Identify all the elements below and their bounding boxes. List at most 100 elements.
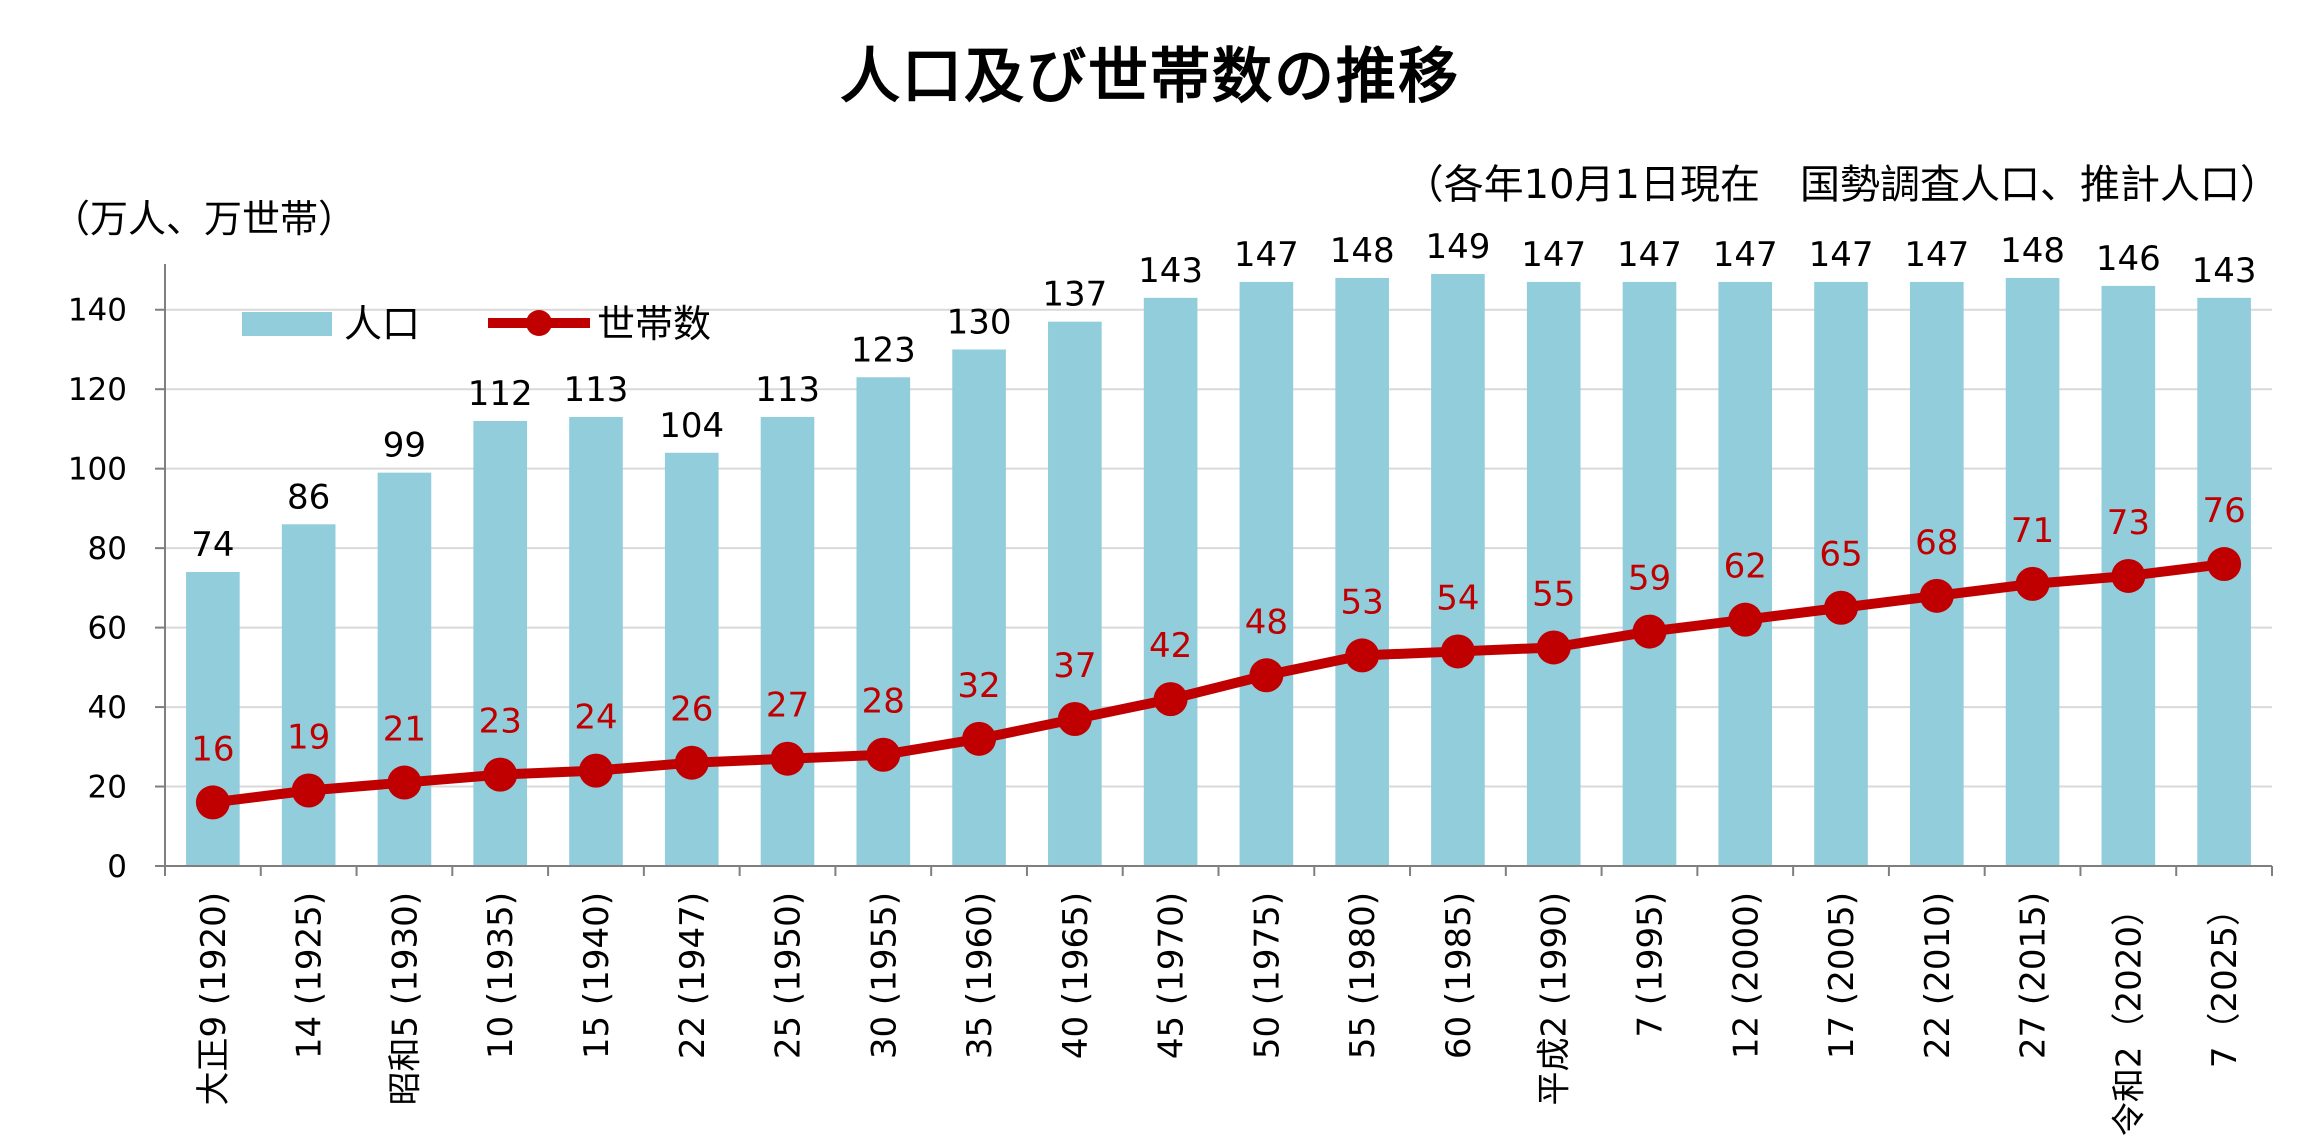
y-tick-label: 80: [88, 531, 127, 567]
x-category-label: 10 (1935): [481, 892, 521, 1059]
y-tick-label: 40: [88, 690, 127, 726]
legend-swatch-households-marker: [526, 310, 552, 336]
x-category-label: 45 (1970): [1152, 892, 1192, 1059]
household-value-label: 76: [2202, 491, 2245, 531]
population-bar: [1526, 281, 1581, 866]
household-value-label: 37: [1053, 646, 1096, 686]
population-value-label: 143: [1138, 251, 1203, 291]
population-value-label: 99: [383, 426, 426, 466]
y-tick-label: 20: [88, 770, 127, 806]
household-value-label: 27: [766, 686, 809, 726]
population-bar: [1335, 277, 1389, 866]
population-value-label: 148: [1330, 231, 1395, 271]
household-marker: [2015, 566, 2050, 601]
population-value-label: 143: [2192, 251, 2257, 291]
household-marker: [2111, 558, 2146, 593]
data-labels: 74 86 99 112 113 104 113 123 130 137 143 147 148 149 1…: [191, 227, 2256, 769]
population-value-label: 147: [1234, 235, 1299, 275]
population-bar: [1143, 297, 1198, 866]
household-value-label: 19: [287, 718, 330, 758]
household-value-label: 42: [1149, 626, 1192, 666]
population-value-label: 149: [1425, 227, 1490, 267]
x-category-label: 35 (1960): [960, 892, 1000, 1059]
x-category-label: 50 (1975): [1247, 892, 1287, 1059]
y-axis-unit-label: （万人、万世帯）: [52, 197, 357, 241]
population-value-label: 147: [1617, 235, 1682, 275]
population-value-label: 113: [564, 370, 629, 410]
household-value-label: 54: [1436, 578, 1479, 618]
x-category-label: 7 (1995): [1630, 892, 1670, 1038]
household-line: [195, 547, 2242, 820]
x-category-label: 22 (1947): [673, 892, 713, 1059]
population-value-label: 112: [468, 374, 533, 414]
y-tick-label: 0: [107, 849, 127, 885]
population-value-label: 130: [947, 302, 1012, 342]
x-category-label: 22 (2010): [1918, 892, 1958, 1059]
x-category-label: 14 (1925): [290, 892, 330, 1059]
y-tick-label: 120: [68, 372, 127, 408]
population-value-label: 113: [755, 370, 820, 410]
population-bar: [281, 524, 336, 866]
population-bar: [473, 420, 528, 866]
x-category-label: 令和2（2020）: [2109, 892, 2149, 1136]
household-value-label: 24: [574, 698, 617, 738]
household-marker: [195, 785, 230, 820]
household-marker: [1824, 590, 1859, 625]
chart-title: 人口及び世帯数の推移: [840, 42, 1460, 112]
household-marker: [2207, 547, 2242, 582]
y-tick-label: 60: [88, 611, 127, 647]
household-marker: [866, 737, 901, 772]
y-tick-label: 100: [68, 452, 127, 488]
population-bar: [1718, 281, 1773, 866]
household-marker: [674, 745, 709, 780]
legend-label-population: 人口: [344, 302, 420, 346]
x-category-label: 15 (1940): [577, 892, 617, 1059]
population-value-label: 147: [1904, 235, 1969, 275]
household-value-label: 62: [1724, 547, 1767, 587]
legend-label-households: 世帯数: [597, 302, 711, 346]
household-marker: [483, 757, 518, 792]
household-marker: [1919, 578, 1954, 613]
population-bar: [856, 377, 911, 866]
household-value-label: 53: [1341, 582, 1384, 622]
x-category-label: 平成2 (1990): [1535, 892, 1575, 1106]
axes: 0 20 40 60 80 100 120 140 大正9 (1920) 14 (1925) 昭和5…: [68, 264, 2273, 1136]
population-bar: [377, 472, 432, 866]
x-category-label: 25 (1950): [769, 892, 809, 1059]
x-category-label: 60 (1985): [1439, 892, 1479, 1059]
population-bar: [1048, 321, 1102, 866]
household-marker: [1057, 701, 1092, 736]
household-marker: [1153, 682, 1188, 717]
population-bar: [1239, 281, 1294, 866]
x-category-label: 55 (1980): [1343, 892, 1383, 1059]
household-value-label: 73: [2107, 503, 2150, 543]
population-bar: [952, 349, 1006, 866]
household-value-label: 32: [957, 666, 1000, 706]
household-marker: [1728, 602, 1763, 637]
household-value-label: 65: [1819, 535, 1862, 575]
household-series-line: [212, 559, 2225, 808]
x-category-label: 27 (2015): [2014, 892, 2054, 1059]
population-value-label: 137: [1042, 275, 1107, 315]
household-marker: [1536, 630, 1571, 665]
population-value-label: 147: [1713, 235, 1778, 275]
chart-subtitle: （各年10月1日現在 国勢調査人口、推計人口）: [1403, 162, 2280, 208]
population-value-label: 86: [287, 477, 330, 517]
household-value-label: 55: [1532, 574, 1575, 614]
household-value-label: 21: [383, 710, 426, 750]
household-value-label: 28: [862, 682, 905, 722]
x-category-label: 昭和5 (1930): [385, 892, 425, 1106]
population-bar: [186, 571, 240, 866]
population-value-label: 74: [191, 525, 234, 565]
household-value-label: 23: [479, 702, 522, 742]
x-category-label: 大正9 (1920): [194, 892, 234, 1106]
population-bar: [2197, 297, 2251, 866]
legend-swatch-population: [242, 312, 332, 336]
population-bar: [1814, 281, 1868, 866]
population-value-label: 147: [1521, 235, 1586, 275]
population-bar: [569, 417, 623, 866]
household-marker: [1440, 634, 1475, 669]
population-value-label: 104: [659, 406, 724, 446]
population-bar: [664, 452, 719, 866]
